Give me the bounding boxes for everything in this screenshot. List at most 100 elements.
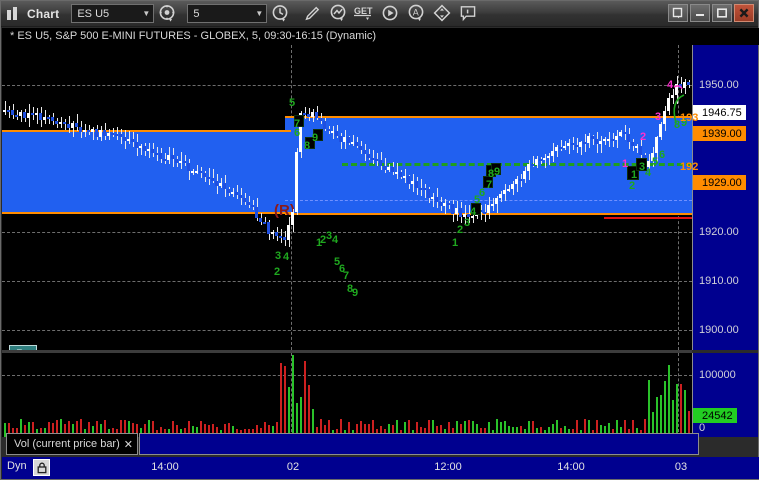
minimize-button[interactable] xyxy=(690,4,710,22)
volume-bar xyxy=(372,420,374,437)
count-highlight-box xyxy=(294,115,304,127)
close-x-icon[interactable]: ✕ xyxy=(123,438,133,451)
time-axis[interactable]: Dyn 14:00 02 12:00 14:00 03 xyxy=(2,457,759,479)
volume-bar xyxy=(32,421,34,437)
volume-bar xyxy=(364,424,366,437)
letter-a-circle-icon[interactable]: A xyxy=(404,3,428,24)
gridline-1920 xyxy=(2,232,692,233)
volume-chart-pane[interactable] xyxy=(2,353,692,437)
volume-bar xyxy=(516,426,518,437)
comment-icon[interactable] xyxy=(456,3,480,24)
volume-bar xyxy=(468,419,470,437)
volume-bar xyxy=(496,419,498,437)
count-label: 2 xyxy=(274,266,281,278)
symbol-value: ES U5 xyxy=(77,7,110,20)
count-label: 1 xyxy=(631,169,638,181)
count-label: 9 xyxy=(352,287,359,299)
volume-bar xyxy=(452,427,454,437)
count-label: 4 xyxy=(283,251,290,263)
volume-bar xyxy=(204,423,206,437)
volume-bar xyxy=(424,428,426,437)
volume-bar xyxy=(320,419,322,437)
restore-button[interactable] xyxy=(668,4,688,22)
count-label: 1 xyxy=(316,237,323,249)
volume-bar xyxy=(472,420,474,437)
resistance-price-marker[interactable]: 1939.00 xyxy=(693,126,746,141)
last-price-marker[interactable]: 1946.75 xyxy=(693,105,746,120)
count-highlight-box xyxy=(313,129,323,141)
play-circle-icon[interactable] xyxy=(378,3,402,24)
volume-bar xyxy=(216,426,218,437)
count-label: 2 xyxy=(457,224,464,236)
volume-bar xyxy=(88,421,90,437)
volume-bar xyxy=(112,428,114,437)
move-diamond-icon[interactable] xyxy=(430,3,454,24)
volume-bar xyxy=(264,421,266,437)
volume-bar xyxy=(676,384,678,437)
blue-midline xyxy=(285,200,692,201)
volume-bar xyxy=(128,421,130,437)
count-label: 9 xyxy=(494,166,501,178)
volume-bar xyxy=(140,428,142,437)
pencil-icon[interactable] xyxy=(300,3,324,24)
get-icon[interactable]: GET xyxy=(352,3,376,24)
band-lower-right xyxy=(285,213,692,215)
volume-bar xyxy=(48,422,50,437)
volume-legend[interactable]: Vol (current price bar) ✕ xyxy=(6,433,138,455)
volume-bar xyxy=(16,428,18,437)
volume-bar xyxy=(284,366,286,437)
volume-bar xyxy=(652,411,654,437)
close-button[interactable] xyxy=(734,4,754,22)
count-highlight-box xyxy=(305,137,315,149)
volume-bar xyxy=(296,403,298,437)
volume-bar xyxy=(460,423,462,437)
value-area-zone-left xyxy=(2,132,291,213)
volume-bar xyxy=(260,428,262,437)
time-tick-4: 03 xyxy=(674,461,688,473)
pc-badge[interactable]: Pc xyxy=(9,345,38,350)
volume-bar xyxy=(8,422,10,437)
count-label: 9 xyxy=(312,132,319,144)
chevron-down-icon[interactable]: ▼ xyxy=(255,8,264,18)
lock-icon[interactable] xyxy=(33,459,50,476)
volume-legend-field[interactable] xyxy=(139,433,699,455)
volume-bar xyxy=(304,360,306,437)
chevron-down-icon[interactable]: ▼ xyxy=(142,8,151,18)
pane-divider[interactable] xyxy=(2,350,692,353)
volume-bar xyxy=(12,427,14,437)
time-clock-icon[interactable] xyxy=(268,3,292,24)
count-arc-icon xyxy=(673,85,685,124)
volume-value-marker[interactable]: 24542 xyxy=(693,408,737,423)
svg-text:GET: GET xyxy=(354,6,373,16)
count-label: 5 xyxy=(289,97,296,109)
trend-circle-icon[interactable] xyxy=(326,3,350,24)
volume-bar xyxy=(356,424,358,437)
volume-bar xyxy=(484,427,486,437)
time-tick-3: 14:00 xyxy=(557,461,585,473)
volume-bar xyxy=(644,418,646,437)
volume-bar xyxy=(596,420,598,437)
maximize-button[interactable] xyxy=(712,4,732,22)
volume-bar xyxy=(428,420,430,437)
chart-title: * ES U5, S&P 500 E-MINI FUTURES - GLOBEX… xyxy=(2,28,759,45)
volume-bar xyxy=(532,420,534,437)
volume-bar xyxy=(208,425,210,437)
volume-bar xyxy=(456,421,458,437)
volume-bar xyxy=(576,419,578,437)
volume-bar xyxy=(56,419,58,437)
volume-bar xyxy=(432,419,434,437)
volume-bar xyxy=(212,423,214,437)
support-price-marker[interactable]: 1929.00 xyxy=(693,175,746,190)
price-axis[interactable]: 1950.00 1940.00 1930.00 1920.00 1910.00 … xyxy=(692,45,758,350)
volume-bar xyxy=(64,424,66,437)
interval-input[interactable]: 5 ▼ xyxy=(187,4,268,23)
symbol-input[interactable]: ES U5 ▼ xyxy=(71,4,155,23)
count-label: 6 xyxy=(659,149,666,161)
volume-axis[interactable]: 100000 0 24542 xyxy=(692,353,758,437)
symbol-refresh-icon[interactable] xyxy=(155,3,179,24)
volume-bar xyxy=(380,425,382,437)
volume-bar xyxy=(560,428,562,437)
volume-bar xyxy=(480,427,482,437)
